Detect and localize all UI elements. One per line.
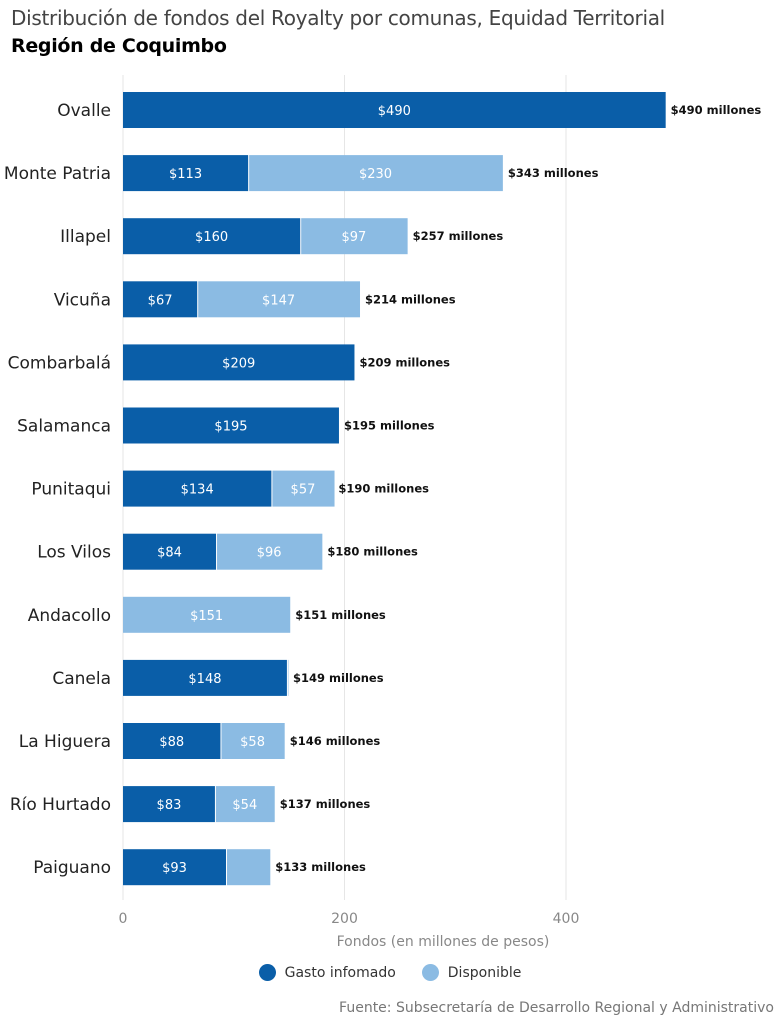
category-label: Paiguano [33, 858, 111, 878]
category-label: Vicuña [54, 290, 111, 310]
bar-gasto [123, 786, 215, 823]
bar-gasto [123, 723, 221, 759]
bar-label-gasto: $67 [148, 293, 173, 308]
bar-label-gasto: $93 [162, 861, 187, 876]
category-label: Illapel [60, 227, 111, 247]
bar-label-gasto: $490 [378, 104, 411, 119]
bar-gasto [123, 344, 355, 381]
bar-label-disponible: $57 [291, 483, 316, 498]
bar-label-disponible: $230 [359, 167, 392, 182]
bar-gasto [123, 407, 339, 444]
bar-total-label: $490 millones [671, 103, 762, 117]
bar-total-label: $133 millones [275, 860, 366, 874]
category-label: Ovalle [57, 101, 111, 121]
bar-label-disponible: $97 [341, 230, 366, 245]
bar-gasto [123, 92, 666, 128]
x-tick-label: 0 [119, 911, 128, 927]
bar-label-gasto: $209 [222, 356, 255, 371]
legend-swatch-disponible [421, 964, 439, 981]
bar-gasto [123, 659, 287, 696]
bar-gasto [123, 849, 226, 886]
bar-disponible [221, 723, 285, 759]
bar-disponible [198, 281, 361, 318]
bar-disponible [215, 786, 275, 823]
bar-label-gasto: $195 [214, 420, 247, 435]
bar-chart: 0 200 400 Ovalle $490 $490 millones Monte Patr… [4, 75, 761, 950]
category-label: Andacollo [28, 606, 111, 626]
bar-total-label: $190 millones [338, 482, 429, 496]
bar-label-gasto: $113 [169, 167, 202, 182]
bar-total-label: $151 millones [295, 608, 386, 622]
bar-total-label: $257 millones [413, 229, 504, 243]
legend-label-disponible: Disponible [447, 964, 522, 981]
bar-label-gasto: $134 [181, 483, 214, 498]
category-label: Combarbalá [8, 353, 111, 373]
category-label: Río Hurtado [10, 795, 111, 815]
category-label: Los Vilos [37, 543, 111, 563]
bar-gasto [123, 533, 217, 570]
bar-label-disponible: $147 [262, 293, 295, 308]
bar-disponible [226, 849, 271, 886]
bar-label-gasto: $84 [157, 546, 182, 561]
x-tick-label: 200 [331, 911, 358, 927]
bar-gasto [123, 470, 272, 507]
category-label: Canela [52, 669, 111, 689]
bar-label-gasto: $83 [157, 798, 182, 813]
bar-label-disponible: $151 [190, 609, 223, 624]
bar-total-label: $209 millones [359, 355, 450, 369]
bar-label-disponible: $96 [257, 546, 282, 561]
bar-disponible [249, 155, 503, 192]
bar-label-gasto: $160 [195, 230, 228, 245]
x-tick-label: 400 [553, 911, 580, 927]
bar-gasto [123, 218, 301, 255]
bar-disponible [287, 659, 289, 696]
bar-total-label: $137 millones [280, 797, 371, 811]
legend-item-gasto: Gasto infomado [258, 964, 396, 981]
bar-total-label: $149 millones [293, 671, 384, 685]
bar-label-disponible: $54 [232, 798, 257, 813]
category-label: Salamanca [17, 417, 111, 437]
x-axis-label: Fondos (en millones de pesos) [337, 934, 550, 950]
bar-gasto [123, 155, 249, 192]
bar-total-label: $180 millones [327, 545, 418, 559]
legend-label-gasto: Gasto infomado [284, 964, 396, 981]
bar-label-disponible: $58 [240, 735, 265, 750]
bar-disponible [217, 533, 323, 570]
legend: Gasto infomado Disponible [0, 964, 780, 981]
bar-label-gasto: $88 [159, 735, 184, 750]
source-note: Fuente: Subsecretaría de Desarrollo Regi… [339, 1000, 774, 1016]
labels: 0 200 400 Ovalle $490 $490 millones Monte Patr… [4, 101, 761, 927]
chart-subtitle: Región de Coquimbo [11, 35, 227, 57]
bar-total-label: $146 millones [290, 734, 381, 748]
chart-title: Distribución de fondos del Royalty por c… [11, 6, 665, 30]
category-label: Monte Patria [4, 164, 111, 184]
bar-gasto [123, 281, 198, 318]
legend-item-disponible: Disponible [421, 964, 522, 981]
bar-label-gasto: $148 [188, 672, 221, 687]
bar-total-label: $214 millones [365, 292, 456, 306]
bar-total-label: $195 millones [344, 419, 435, 433]
category-label: La Higuera [19, 732, 111, 752]
bars [123, 92, 666, 886]
bar-disponible [272, 470, 335, 507]
category-label: Punitaqui [31, 480, 111, 500]
bar-disponible [123, 596, 291, 633]
bar-total-label: $343 millones [508, 166, 599, 180]
bar-disponible [301, 218, 408, 255]
legend-swatch-gasto [258, 964, 276, 981]
